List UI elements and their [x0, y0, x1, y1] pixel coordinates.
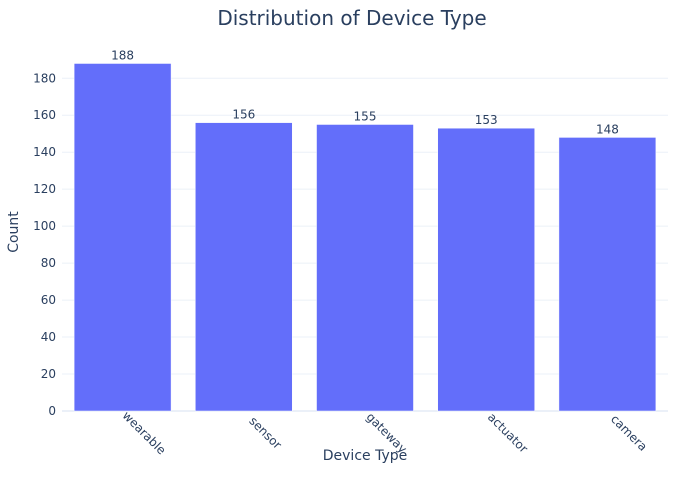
- y-tick-label: 100: [33, 219, 56, 233]
- y-axis-ticks: 0 20 40 60 80 100 120 140 160 180: [33, 71, 56, 418]
- bar-value-label: 156: [232, 108, 255, 122]
- x-axis-title: Device Type: [323, 448, 408, 464]
- y-tick-label: 120: [33, 182, 56, 196]
- y-tick-label: 160: [33, 108, 56, 122]
- bar-actuator[interactable]: [437, 127, 535, 412]
- bars: [73, 63, 657, 412]
- y-tick-label: 140: [33, 145, 56, 159]
- bar-gateway[interactable]: [316, 124, 414, 412]
- bar-value-label: 155: [354, 109, 377, 123]
- y-tick-label: 180: [33, 71, 56, 85]
- bar-camera[interactable]: [558, 137, 657, 412]
- y-tick-label: 20: [41, 367, 56, 381]
- y-tick-label: 40: [41, 330, 56, 344]
- bar-wearable[interactable]: [73, 63, 172, 412]
- bar-sensor[interactable]: [195, 122, 293, 412]
- chart-title: Distribution of Device Type: [217, 6, 486, 30]
- bar-value-label: 188: [111, 48, 134, 62]
- y-tick-label: 0: [48, 404, 56, 418]
- bar-value-label: 153: [475, 113, 498, 127]
- bar-value-label: 148: [596, 122, 619, 136]
- y-tick-label: 60: [41, 293, 56, 307]
- data-labels: 188 156 155 153 148: [111, 48, 619, 136]
- y-axis-title: Count: [6, 211, 22, 253]
- y-tick-label: 80: [41, 256, 56, 270]
